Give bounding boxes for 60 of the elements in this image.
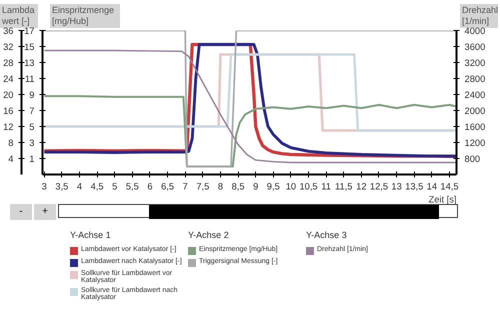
x-tick-label: 4 (76, 182, 82, 192)
y3-tick-label: 800 (464, 154, 480, 164)
y2-tick-label: 13 (24, 58, 35, 68)
y-tick-label: 16 (3, 106, 14, 116)
x-tick-label: 3,5 (55, 182, 68, 192)
y3-tick-label: 2800 (464, 74, 486, 84)
x-tick-label: 12 (356, 182, 367, 192)
x-tick-label: 6 (147, 182, 153, 192)
y-tick-label: 4 (8, 154, 14, 164)
y3-tick-label: 3600 (464, 42, 486, 52)
y2-tick-label: 1 (29, 154, 35, 164)
text: Y-Achse 2 (188, 230, 230, 240)
x-tick-label: 7 (182, 182, 188, 192)
y-tick-label: 36 (3, 26, 14, 36)
line-series (43, 95, 456, 168)
x-tick-label: 13 (391, 182, 402, 192)
x-tick-label: 12,5 (370, 182, 388, 192)
x-tick-label: 11 (321, 182, 331, 192)
y-tick-label: 28 (3, 58, 14, 68)
y3-tick-label: 2000 (464, 106, 486, 116)
text: + (34, 204, 56, 220)
y3-axis-title: Drehzahl [1/min] (460, 4, 498, 28)
x-tick-label: 9 (253, 182, 258, 192)
text: Y-Achse 1 (70, 230, 112, 240)
y-axis-title: Lambdawert [-] (0, 4, 38, 28)
y3-tick-label: 4000 (464, 26, 486, 36)
y3-tick-label: 2400 (464, 90, 486, 100)
x-tick-label: 8 (218, 182, 224, 192)
text: Y-Achse 3 (306, 230, 348, 240)
x-tick-label: 10,5 (299, 182, 318, 192)
y2-tick-label: 7 (29, 106, 35, 116)
x-tick-label: 14,5 (440, 182, 459, 192)
x-tick-label: 8,5 (232, 182, 245, 192)
x-tick-label: 10 (286, 182, 296, 192)
text: - (10, 204, 32, 220)
x-tick-label: 4,5 (90, 182, 104, 192)
x-tick-label: 3 (42, 182, 47, 192)
x-tick-label: 13,5 (405, 182, 424, 192)
y2-axis-title: Einspritzmenge [mg/Hub] (50, 4, 120, 28)
y2-tick-label: 5 (29, 122, 35, 132)
y2-tick-label: 15 (24, 42, 35, 52)
y-tick-label: 32 (3, 42, 14, 52)
y-tick-label: 12 (3, 122, 14, 132)
x-tick-label: 5 (112, 182, 118, 192)
x-tick-label: 5,5 (126, 182, 139, 192)
x-tick-label: 9,5 (266, 182, 280, 192)
y2-tick-label: 17 (24, 26, 35, 36)
y-tick-label: 20 (3, 90, 14, 100)
y3-tick-label: 1200 (464, 138, 486, 148)
x-tick-label: 6,5 (161, 182, 174, 192)
y-tick-label: 8 (8, 138, 14, 148)
y3-tick-label: 1600 (464, 122, 486, 132)
x-tick-label: 11,5 (335, 182, 352, 192)
y2-tick-label: 9 (29, 90, 35, 100)
y2-tick-label: 3 (29, 138, 35, 148)
y2-tick-label: 11 (24, 74, 35, 84)
x-tick-label: 7,5 (196, 182, 210, 192)
x-tick-label: 14 (426, 182, 438, 192)
y-tick-label: 24 (3, 74, 14, 84)
y3-tick-label: 3200 (464, 58, 486, 68)
